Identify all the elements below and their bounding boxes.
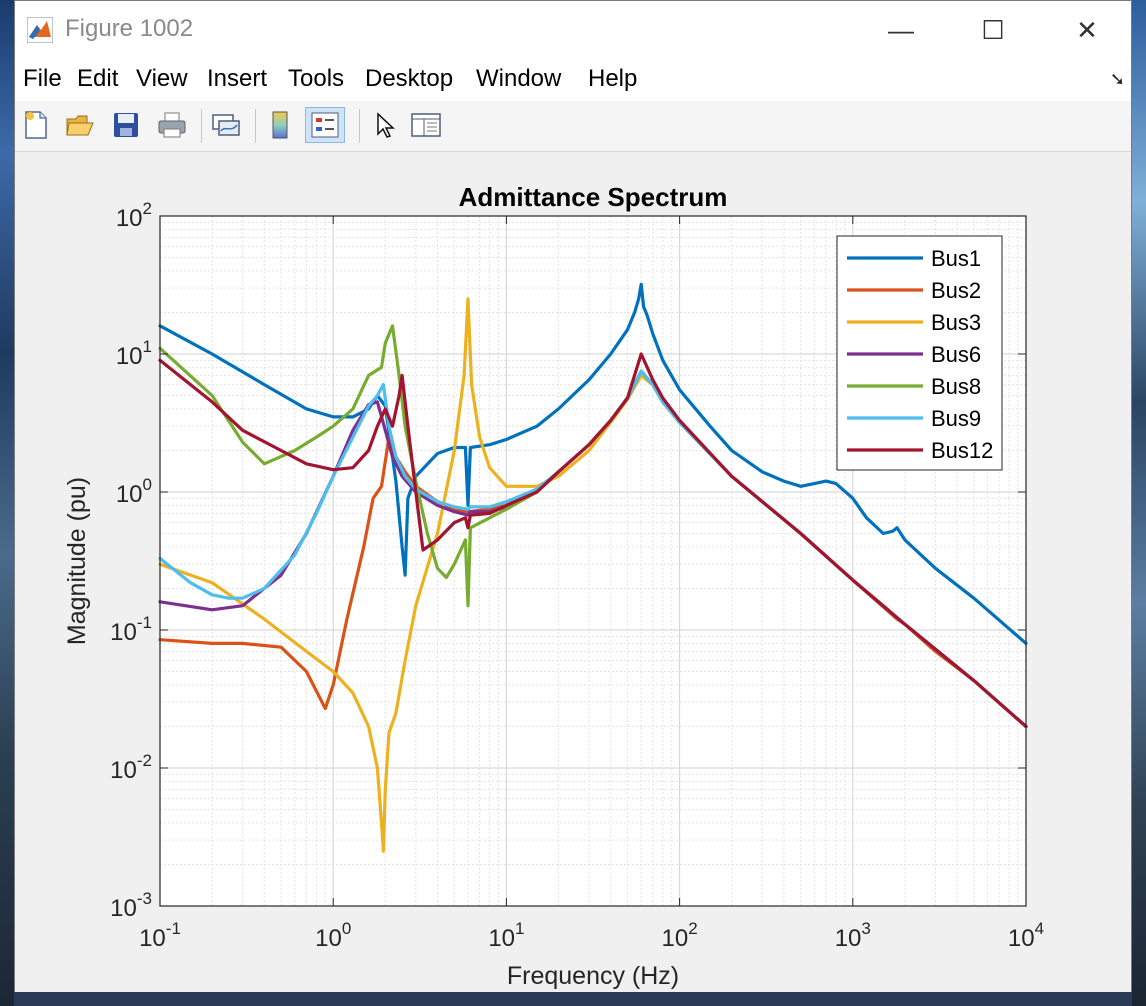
x-tick-label: 100 (315, 919, 351, 952)
menu-edit[interactable]: Edit (77, 65, 119, 92)
menu-bar: File Edit View Insert Tools Desktop Wind… (15, 59, 1131, 102)
legend-label: Bus8 (931, 374, 981, 399)
property-inspector-button[interactable] (409, 107, 443, 143)
legend-icon (311, 112, 339, 138)
open-file-button[interactable] (63, 107, 97, 143)
colorbar-icon (272, 111, 288, 139)
y-tick-label: 101 (116, 337, 152, 370)
save-button[interactable] (109, 107, 143, 143)
menu-window[interactable]: Window (476, 65, 562, 92)
y-tick-label: 10-3 (110, 889, 152, 922)
link-plot-button[interactable] (209, 107, 243, 143)
close-icon: ✕ (1076, 14, 1098, 45)
toolbar (15, 101, 1131, 152)
link-plot-icon (212, 114, 240, 136)
legend-label: Bus12 (931, 438, 993, 463)
close-button[interactable]: ✕ (1061, 5, 1113, 55)
pointer-button[interactable] (367, 107, 401, 143)
menu-file[interactable]: File (23, 65, 62, 92)
x-axis-label: Frequency (Hz) (507, 962, 679, 990)
x-tick-label: 10-1 (139, 919, 181, 952)
menu-desktop[interactable]: Desktop (365, 65, 454, 92)
legend-label: Bus2 (931, 278, 981, 303)
menu-view[interactable]: View (136, 65, 188, 92)
print-icon (158, 112, 186, 138)
matlab-icon (27, 17, 53, 43)
maximize-button[interactable]: ☐ (967, 5, 1019, 55)
y-tick-label: 100 (116, 475, 152, 508)
menu-tools[interactable]: Tools (288, 65, 345, 92)
save-icon (114, 113, 138, 137)
y-tick-label: 10-1 (110, 613, 152, 646)
y-axis-label: Magnitude (pu) (63, 477, 91, 645)
legend-label: Bus6 (931, 342, 981, 367)
x-tick-label: 104 (1008, 919, 1044, 952)
minimize-icon: — (888, 14, 914, 45)
print-button[interactable] (155, 107, 189, 143)
legend-label: Bus9 (931, 406, 981, 431)
y-tick-label: 102 (116, 199, 152, 232)
desktop-background-right (1132, 0, 1146, 1006)
y-tick-label: 10-2 (110, 751, 152, 784)
toolbar-separator (359, 109, 360, 143)
open-file-icon (66, 115, 94, 136)
figure-window: Figure 1002 — ☐ ✕ File Edit View Insert … (14, 0, 1132, 992)
title-bar[interactable]: Figure 1002 — ☐ ✕ (15, 1, 1131, 59)
x-tick-label: 101 (488, 919, 524, 952)
legend-button[interactable] (305, 107, 345, 143)
series-line-bus12 (158, 352, 1028, 729)
desktop-background-left (0, 0, 14, 1006)
toolbar-separator (255, 109, 256, 143)
chart-title: Admittance Spectrum (459, 182, 728, 212)
colorbar-button[interactable] (263, 107, 297, 143)
minimize-button[interactable]: — (875, 5, 927, 55)
figure-canvas: 10-1 100 101 102 103 104 10-3 10-2 10-1 100 101 102… (15, 152, 1131, 992)
menu-help[interactable]: Help (588, 65, 638, 92)
maximize-icon: ☐ (981, 14, 1005, 45)
menu-insert[interactable]: Insert (207, 65, 268, 92)
x-tick-label: 103 (835, 919, 871, 952)
admittance-chart: 10-1 100 101 102 103 104 10-3 10-2 10-1 100 101 102… (63, 182, 1044, 990)
toolbar-separator (201, 109, 202, 143)
window-title: Figure 1002 (65, 15, 194, 42)
legend-label: Bus1 (931, 246, 981, 271)
legend-label: Bus3 (931, 310, 981, 335)
x-tick-label: 102 (662, 919, 698, 952)
dock-arrow-icon[interactable]: ➘ (1109, 69, 1125, 89)
new-figure-icon (25, 111, 47, 139)
pointer-icon (377, 112, 395, 138)
axes-box (159, 215, 1027, 907)
new-figure-button[interactable] (19, 107, 53, 143)
property-inspector-icon (411, 113, 441, 137)
